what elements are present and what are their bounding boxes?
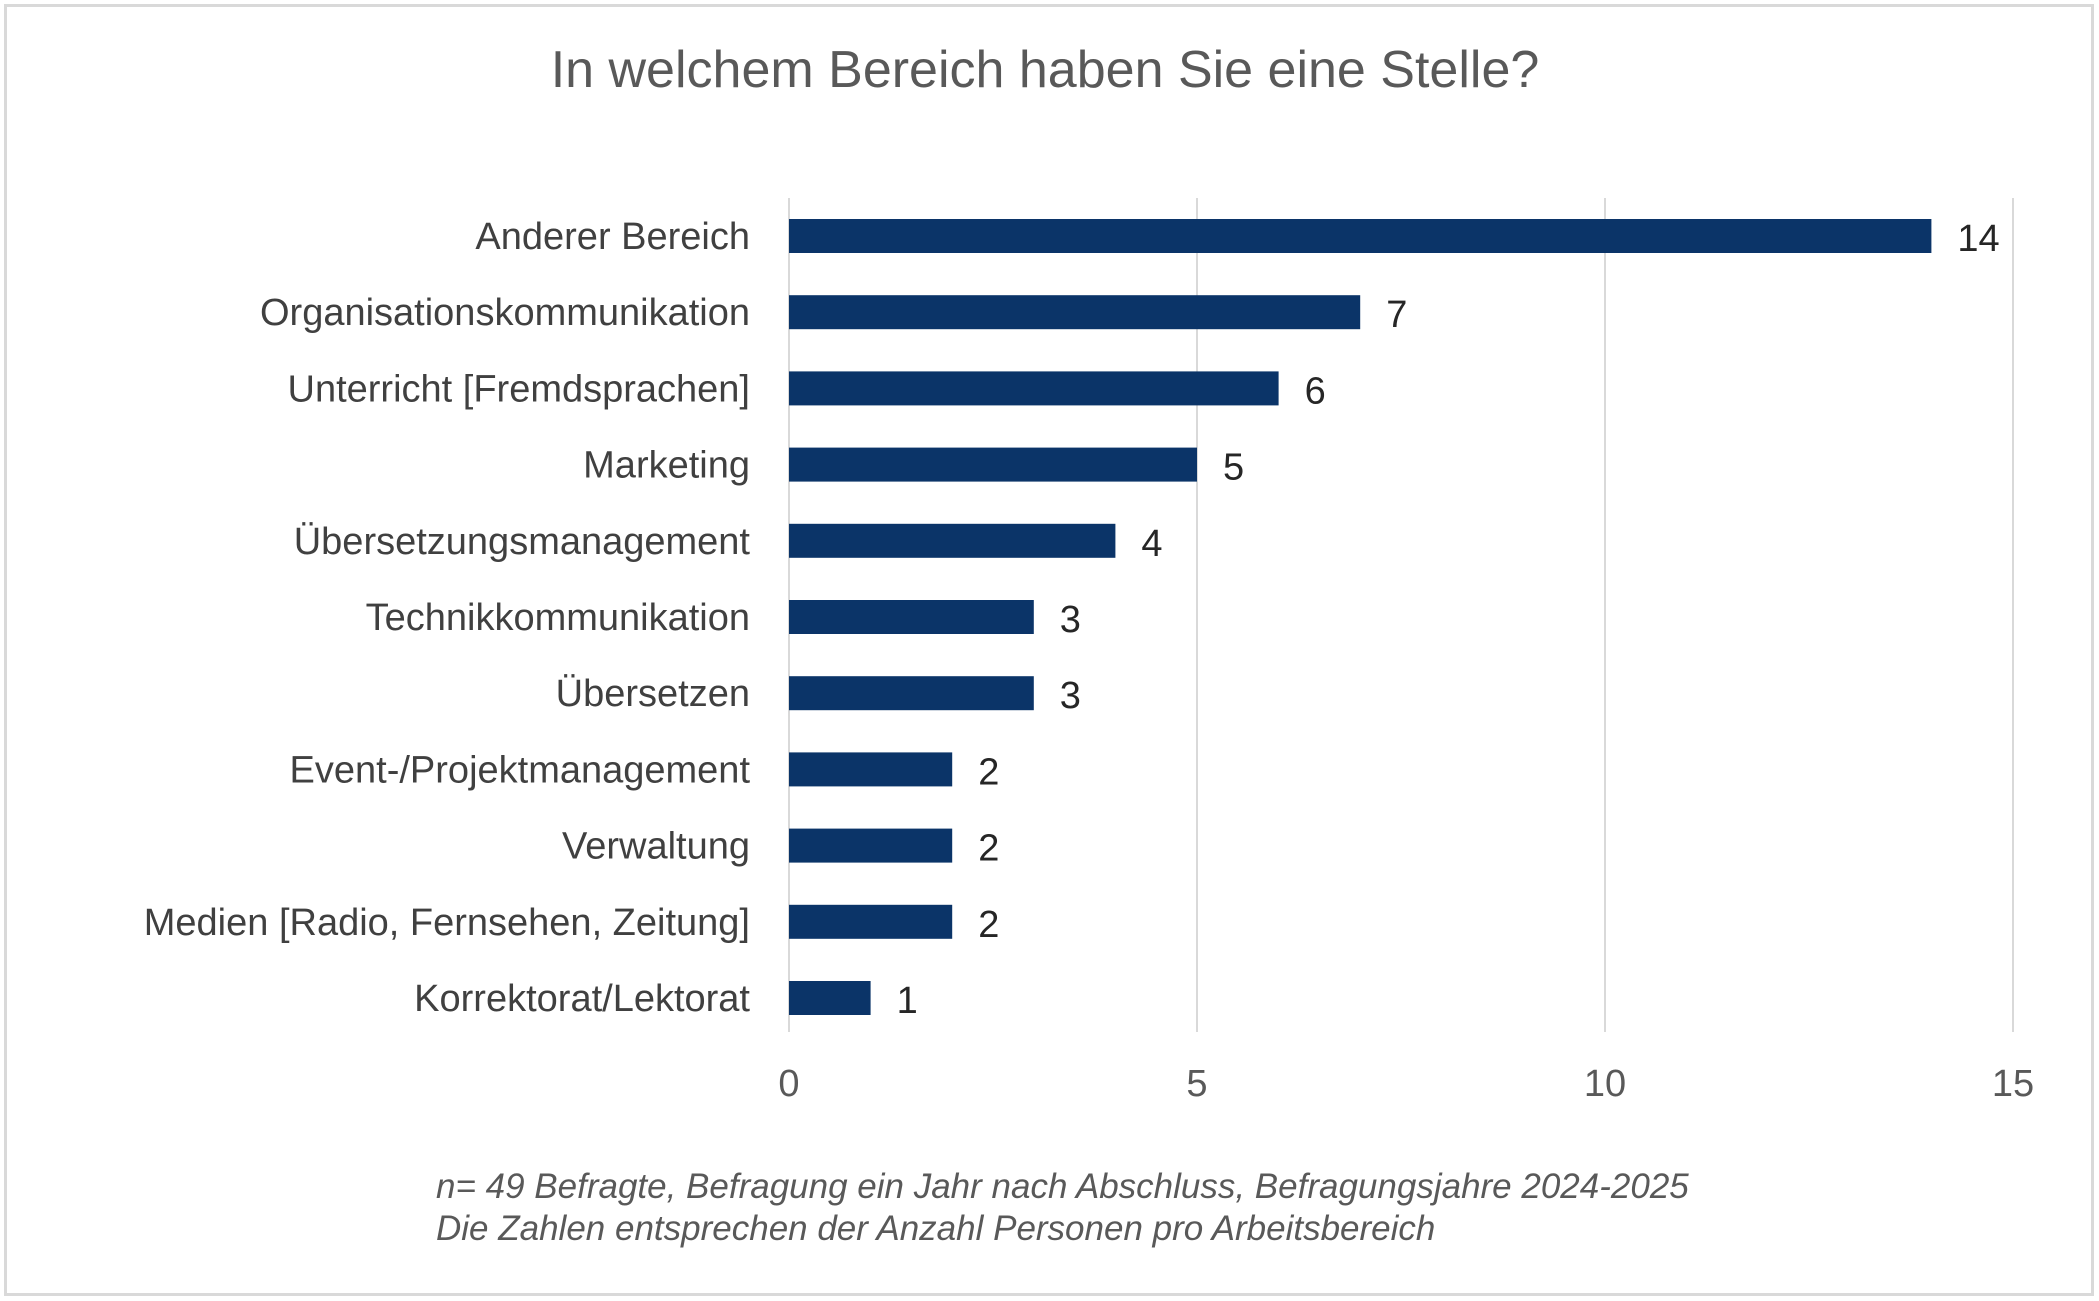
data-label: 2 bbox=[978, 828, 999, 870]
x-tick-label: 15 bbox=[1992, 1063, 2034, 1105]
data-label: 4 bbox=[1141, 523, 1162, 565]
bar bbox=[789, 371, 1279, 406]
category-label: Übersetzungsmanagement bbox=[294, 521, 751, 563]
category-label: Technikkommunikation bbox=[366, 597, 750, 639]
data-label: 1 bbox=[897, 980, 918, 1022]
x-tick-label: 5 bbox=[1186, 1063, 1207, 1105]
footnote: n= 49 Befragte, Befragung ein Jahr nach … bbox=[436, 1166, 1689, 1250]
bar bbox=[789, 295, 1361, 330]
bar bbox=[789, 752, 953, 787]
bar bbox=[789, 981, 871, 1015]
category-label: Korrektorat/Lektorat bbox=[414, 978, 750, 1020]
category-label: Verwaltung bbox=[562, 826, 750, 868]
bar bbox=[789, 523, 1116, 558]
category-label: Medien [Radio, Fernsehen, Zeitung] bbox=[144, 902, 750, 944]
category-label: Organisationskommunikation bbox=[260, 292, 750, 334]
bar bbox=[789, 904, 953, 939]
bar bbox=[789, 676, 1034, 711]
bars bbox=[789, 219, 1932, 1015]
category-label: Marketing bbox=[583, 445, 750, 487]
data-label: 14 bbox=[1957, 218, 1999, 260]
bar bbox=[789, 219, 1932, 253]
footnote-line-1: n= 49 Befragte, Befragung ein Jahr nach … bbox=[436, 1167, 1689, 1206]
bar bbox=[789, 600, 1034, 634]
bar bbox=[789, 447, 1197, 482]
category-labels: Anderer Bereich Organisationskommunikatio… bbox=[144, 216, 751, 1020]
data-label: 2 bbox=[978, 904, 999, 946]
data-label: 2 bbox=[978, 751, 999, 793]
category-label: Event-/Projektmanagement bbox=[290, 749, 751, 791]
category-label: Anderer Bereich bbox=[475, 216, 750, 258]
x-tick-label: 0 bbox=[778, 1063, 799, 1105]
data-label: 3 bbox=[1060, 599, 1081, 641]
x-axis-ticks: 0 5 10 15 bbox=[778, 1063, 2034, 1105]
x-tick-label: 10 bbox=[1584, 1063, 1626, 1105]
category-label: Unterricht [Fremdsprachen] bbox=[288, 368, 751, 410]
data-label: 5 bbox=[1223, 447, 1244, 489]
data-label: 7 bbox=[1386, 294, 1407, 336]
bar bbox=[789, 828, 953, 863]
category-label: Übersetzen bbox=[556, 673, 750, 715]
footnote-line-2: Die Zahlen entsprechen der Anzahl Person… bbox=[436, 1209, 1436, 1248]
data-label: 6 bbox=[1305, 370, 1326, 412]
data-label: 3 bbox=[1060, 675, 1081, 717]
chart-title: In welchem Bereich haben Sie eine Stelle… bbox=[550, 41, 1540, 99]
value-labels: 14 7 6 5 4 3 3 2 2 2 1 bbox=[897, 218, 2000, 1022]
